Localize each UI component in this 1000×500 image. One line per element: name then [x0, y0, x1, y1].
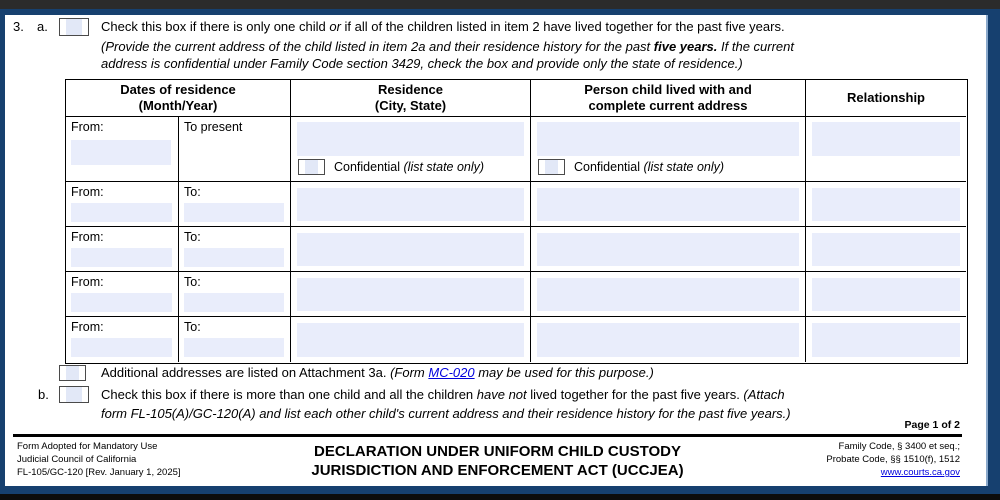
- footer-code-references: Family Code, § 3400 et seq.; Probate Cod…: [826, 441, 960, 478]
- footer-divider: [13, 434, 962, 437]
- item-3a-section: 3. a. Check this box if there is only on…: [13, 18, 978, 72]
- history2-person-input[interactable]: [537, 233, 799, 266]
- attachment-row: Additional addresses are listed on Attac…: [59, 364, 654, 381]
- current-residence-cell: Confidential (list state only): [291, 117, 531, 182]
- to-label: To:: [184, 230, 201, 244]
- item-3b-section: b. Check this box if there is more than …: [38, 386, 978, 422]
- checkbox-fill: [544, 160, 559, 174]
- history-relationship-cell: [806, 317, 966, 362]
- current-relationship-cell: [806, 117, 966, 182]
- history3-residence-input[interactable]: [297, 278, 524, 311]
- history4-to-input[interactable]: [184, 338, 284, 357]
- from-label: From:: [71, 320, 104, 334]
- from-label: From:: [71, 275, 104, 289]
- item-a-checkbox[interactable]: [59, 18, 89, 36]
- to-label: To:: [184, 275, 201, 289]
- item-a-text: Check this box if there is only one chil…: [101, 19, 785, 34]
- footer-adoption-info: Form Adopted for Mandatory Use Judicial …: [17, 441, 181, 478]
- item-b-text-line2: form FL-105(A)/GC-120(A) and list each o…: [101, 406, 791, 421]
- header-person: Person child lived with and complete cur…: [531, 80, 806, 117]
- history4-from-input[interactable]: [71, 338, 172, 357]
- residence-table: Dates of residence (Month/Year) Residenc…: [65, 79, 968, 364]
- confidential-residence-label: Confidential (list state only): [334, 160, 485, 174]
- history3-from-input[interactable]: [71, 293, 172, 312]
- history2-residence-input[interactable]: [297, 233, 524, 266]
- history-residence-cell: [291, 182, 531, 227]
- history1-residence-input[interactable]: [297, 188, 524, 221]
- current-person-input[interactable]: [537, 122, 799, 156]
- history-person-cell: [531, 317, 806, 362]
- history-to-cell: To:: [179, 317, 291, 362]
- window-bottom-bar: [0, 494, 1000, 500]
- to-label: To:: [184, 185, 201, 199]
- current-to-cell: To present: [179, 117, 291, 182]
- checkbox-fill: [65, 366, 80, 380]
- history-relationship-cell: [806, 272, 966, 317]
- history1-from-input[interactable]: [71, 203, 172, 222]
- history2-relationship-input[interactable]: [812, 233, 960, 266]
- history-from-cell: From:: [66, 272, 179, 317]
- history1-to-input[interactable]: [184, 203, 284, 222]
- window-top-bar: [0, 0, 1000, 9]
- checkbox-fill: [66, 387, 82, 402]
- history3-to-input[interactable]: [184, 293, 284, 312]
- header-relationship: Relationship: [806, 80, 966, 117]
- history-person-cell: [531, 272, 806, 317]
- attachment-text: Additional addresses are listed on Attac…: [101, 365, 654, 380]
- form-footer: Form Adopted for Mandatory Use Judicial …: [13, 440, 962, 480]
- attachment-checkbox[interactable]: [59, 365, 86, 381]
- current-residence-input[interactable]: [297, 122, 524, 156]
- history-relationship-cell: [806, 227, 966, 272]
- current-person-cell: Confidential (list state only): [531, 117, 806, 182]
- history3-person-input[interactable]: [537, 278, 799, 311]
- header-residence: Residence (City, State): [291, 80, 531, 117]
- form-title: DECLARATION UNDER UNIFORM CHILD CUSTODY …: [311, 443, 684, 479]
- current-from-date-input[interactable]: [71, 140, 171, 165]
- history-from-cell: From:: [66, 227, 179, 272]
- courts-ca-gov-link[interactable]: www.courts.ca.gov: [880, 467, 960, 478]
- history-from-cell: From:: [66, 182, 179, 227]
- history-to-cell: To:: [179, 272, 291, 317]
- history4-person-input[interactable]: [537, 323, 799, 357]
- header-dates-of-residence: Dates of residence (Month/Year): [66, 80, 291, 117]
- history-person-cell: [531, 227, 806, 272]
- to-label: To:: [184, 320, 201, 334]
- item-b-checkbox[interactable]: [59, 386, 89, 403]
- history2-from-input[interactable]: [71, 248, 172, 267]
- from-label: From:: [71, 230, 104, 244]
- confidential-residence-checkbox[interactable]: [298, 159, 325, 175]
- history-to-cell: To:: [179, 182, 291, 227]
- history3-relationship-input[interactable]: [812, 278, 960, 311]
- history-residence-cell: [291, 272, 531, 317]
- form-page: 3. a. Check this box if there is only on…: [5, 15, 988, 486]
- item-a-note: (Provide the current address of the chil…: [101, 39, 794, 71]
- item-number: 3.: [13, 19, 24, 34]
- current-relationship-input[interactable]: [812, 122, 960, 156]
- history-relationship-cell: [806, 182, 966, 227]
- history2-to-input[interactable]: [184, 248, 284, 267]
- item-b-text: Check this box if there is more than one…: [101, 387, 785, 402]
- confidential-person-checkbox[interactable]: [538, 159, 565, 175]
- current-from-cell: From:: [66, 117, 179, 182]
- from-label: From:: [71, 120, 104, 134]
- confidential-person-label: Confidential (list state only): [574, 160, 725, 174]
- page-number: Page 1 of 2: [904, 419, 960, 431]
- history-person-cell: [531, 182, 806, 227]
- checkbox-fill: [66, 19, 82, 35]
- history-to-cell: To:: [179, 227, 291, 272]
- mc-020-link[interactable]: MC-020: [428, 365, 475, 380]
- history4-relationship-input[interactable]: [812, 323, 960, 357]
- history-residence-cell: [291, 227, 531, 272]
- item-a-label: a.: [37, 19, 48, 34]
- to-present-label: To present: [184, 120, 243, 134]
- checkbox-fill: [304, 160, 319, 174]
- item-b-label: b.: [38, 387, 49, 402]
- history1-person-input[interactable]: [537, 188, 799, 221]
- history-from-cell: From:: [66, 317, 179, 362]
- from-label: From:: [71, 185, 104, 199]
- history-residence-cell: [291, 317, 531, 362]
- history1-relationship-input[interactable]: [812, 188, 960, 221]
- history4-residence-input[interactable]: [297, 323, 524, 357]
